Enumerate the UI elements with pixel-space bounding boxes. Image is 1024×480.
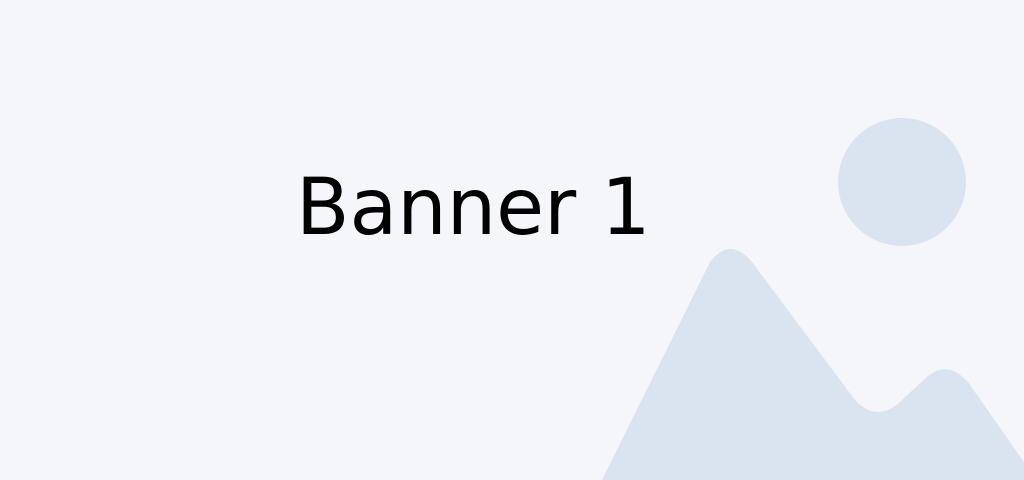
banner-title: Banner 1 [296,163,651,253]
sun-circle [838,118,966,246]
mountains-shape [602,249,1024,480]
